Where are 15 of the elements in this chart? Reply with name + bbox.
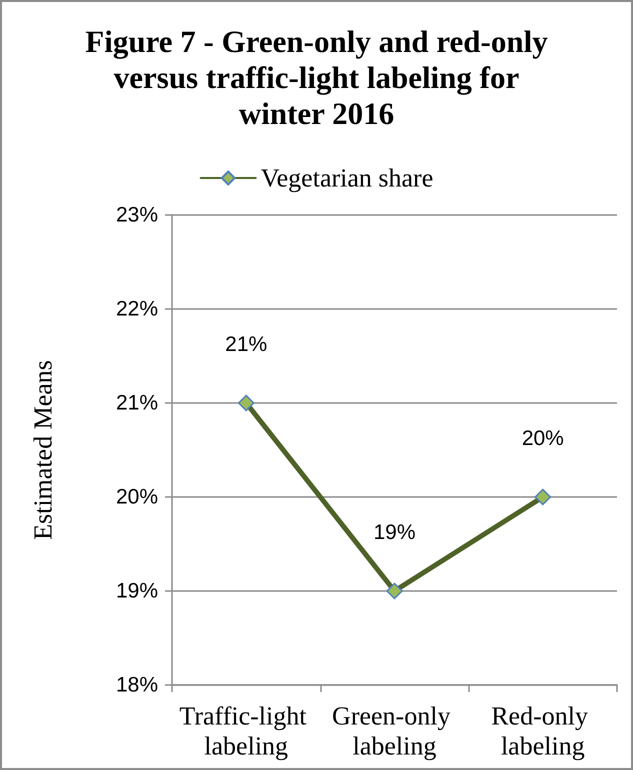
x-tick-label: Red-only labeling — [491, 702, 594, 760]
y-tick-label: 20% — [116, 486, 158, 508]
y-tick-label: 21% — [116, 392, 158, 414]
y-tick-label: 22% — [116, 298, 158, 320]
data-label: 21% — [225, 332, 268, 356]
y-tick-label: 19% — [116, 580, 158, 602]
y-tick-label: 18% — [116, 674, 158, 696]
chart-title: Figure 7 - Green-only and red-only versus traffic-light labeling for winter 2016 — [84, 24, 549, 132]
x-tick-label: Traffic-light labeling — [179, 702, 313, 760]
data-label: 19% — [373, 520, 416, 544]
y-axis-title: Estimated Means — [28, 360, 58, 540]
y-tick-label: 23% — [116, 204, 158, 226]
x-tick-label: Green-only labeling — [332, 702, 457, 760]
data-label: 20% — [522, 426, 564, 450]
legend-label: Vegetarian share — [260, 164, 434, 192]
